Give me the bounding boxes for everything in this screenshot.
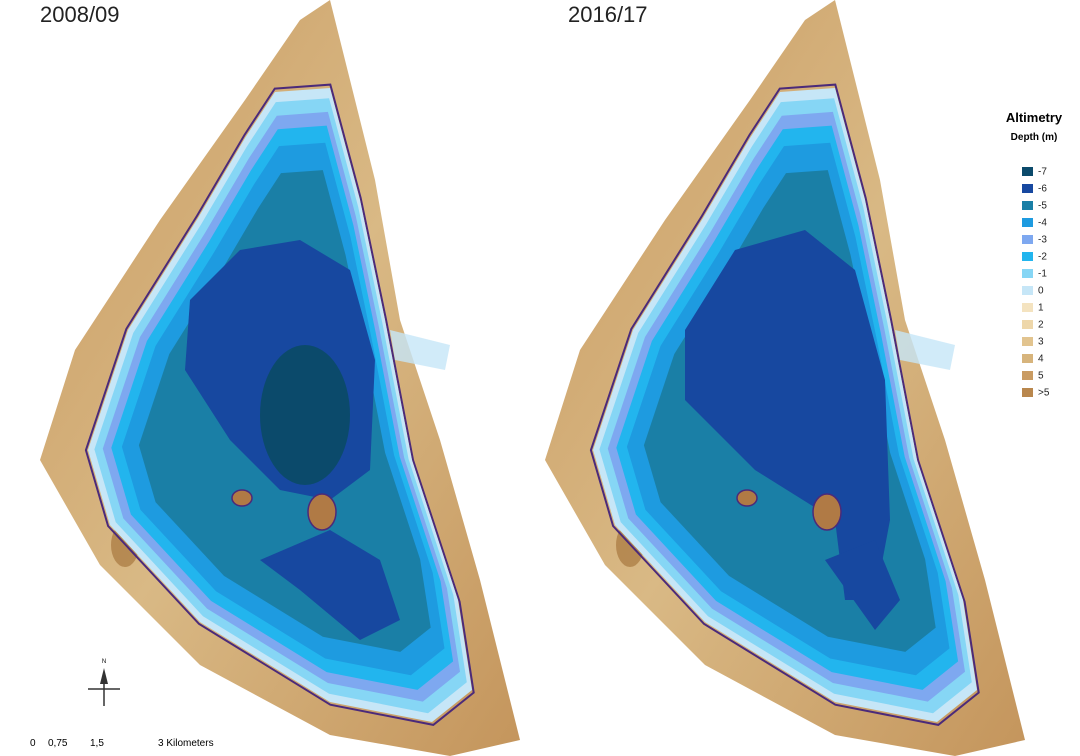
map-title: 2008/09 (40, 2, 120, 27)
legend-label: -7 (1038, 167, 1047, 178)
legend-swatch (1022, 252, 1033, 261)
island (736, 489, 758, 507)
legend-label: -1 (1038, 269, 1047, 280)
legend-label: 2 (1038, 320, 1044, 331)
depth-zone (260, 345, 350, 485)
legend-swatch (1022, 286, 1033, 295)
legend-label: 0 (1038, 286, 1044, 297)
scale-label: 0,75 (48, 738, 68, 749)
map-title: 2016/17 (568, 2, 648, 27)
scale-bar: 0 0,75 1,5 3 Kilometers (30, 738, 214, 749)
legend-swatch (1022, 337, 1033, 346)
legend-swatch (1022, 167, 1033, 176)
shoreline (589, 83, 980, 726)
legend-label: 5 (1038, 371, 1044, 382)
island (231, 489, 253, 507)
map-panel (545, 0, 1025, 756)
legend-swatch (1022, 201, 1033, 210)
legend-label: -2 (1038, 252, 1047, 263)
legend-label: >5 (1038, 388, 1050, 399)
island (307, 493, 337, 531)
legend-label: 3 (1038, 337, 1044, 348)
harbour (895, 330, 955, 370)
legend-swatch (1022, 388, 1033, 397)
legend-label: -3 (1038, 235, 1047, 246)
legend-swatch (1022, 320, 1033, 329)
legend-label: 4 (1038, 354, 1044, 365)
harbour (390, 330, 450, 370)
legend-swatch (1022, 354, 1033, 363)
legend-swatch (1022, 269, 1033, 278)
map-panel (40, 0, 520, 756)
scale-label: 1,5 (90, 738, 104, 749)
legend-swatch (1022, 303, 1033, 312)
legend: -7 -6 -5 -4 -3 -2 -1 0 1 2 3 4 5 >5 (1022, 167, 1050, 399)
scale-label: 0 (30, 738, 36, 749)
legend-label: -4 (1038, 218, 1047, 229)
legend-swatch (1022, 235, 1033, 244)
island (812, 493, 842, 531)
depth-zone (825, 540, 900, 630)
scale-label: 3 Kilometers (158, 738, 214, 749)
north-label: N (102, 659, 106, 665)
legend-swatch (1022, 184, 1033, 193)
legend-subtitle: Depth (m) (1011, 132, 1058, 143)
legend-label: -6 (1038, 184, 1047, 195)
legend-swatch (1022, 218, 1033, 227)
legend-swatch (1022, 371, 1033, 380)
depth-zone (260, 530, 400, 640)
shoreline (84, 83, 475, 726)
legend-title: Altimetry (1006, 110, 1063, 125)
legend-label: 1 (1038, 303, 1044, 314)
legend-label: -5 (1038, 201, 1047, 212)
north-arrow: N (88, 659, 120, 706)
